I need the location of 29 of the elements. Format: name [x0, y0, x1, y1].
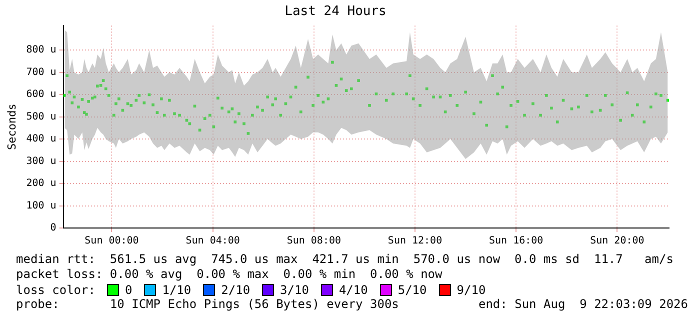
x-tick-label: Sun 16:00	[489, 236, 544, 247]
y-tick-label: 600 u	[26, 89, 56, 100]
x-tick-label: Sun 20:00	[590, 236, 644, 247]
y-axis-title: Seconds	[5, 104, 18, 150]
y-tick-label: 800 u	[26, 44, 56, 56]
y-tick-label: 0	[50, 222, 56, 234]
text: 1/10	[162, 282, 192, 296]
y-tick-label: 200 u	[26, 178, 56, 190]
text: loss color:	[16, 282, 96, 296]
x-tick-label: Sun 00:00	[84, 236, 139, 247]
y-tick-label: 100 u	[26, 200, 56, 212]
text: 3/10	[280, 282, 309, 296]
text: probe: 10 ICMP Echo Pings (56 Bytes) every 300s	[16, 297, 399, 312]
y-tick-label: 300 u	[26, 156, 56, 167]
x-tick-label: Sun 12:00	[388, 236, 442, 247]
y-tick-label: 700 u	[26, 66, 56, 78]
text: 2/10	[221, 282, 250, 296]
text: median rtt: 561.5 us avg 745.0 us max 421.7 us min 570.0 us now 0.0 ms sd 11.7 am/s	[16, 252, 674, 267]
text: end: Sun Aug 9 22:03:09 2026	[478, 297, 688, 312]
text: 0	[125, 282, 132, 296]
y-tick-label: 500 u	[26, 111, 56, 122]
x-tick-label: Sun 04:00	[186, 236, 240, 247]
text: 9/10	[456, 282, 486, 296]
x-tick-label: Sun 08:00	[286, 236, 342, 247]
text: packet loss: 0.00 % avg 0.00 % max 0.00 % min 0.00 % now	[16, 267, 444, 282]
text: 4/10	[338, 282, 368, 296]
chart-title: Last 24 Hours	[284, 4, 386, 20]
text: 5/10	[398, 282, 427, 296]
y-tick-label: 400 u	[26, 134, 56, 145]
